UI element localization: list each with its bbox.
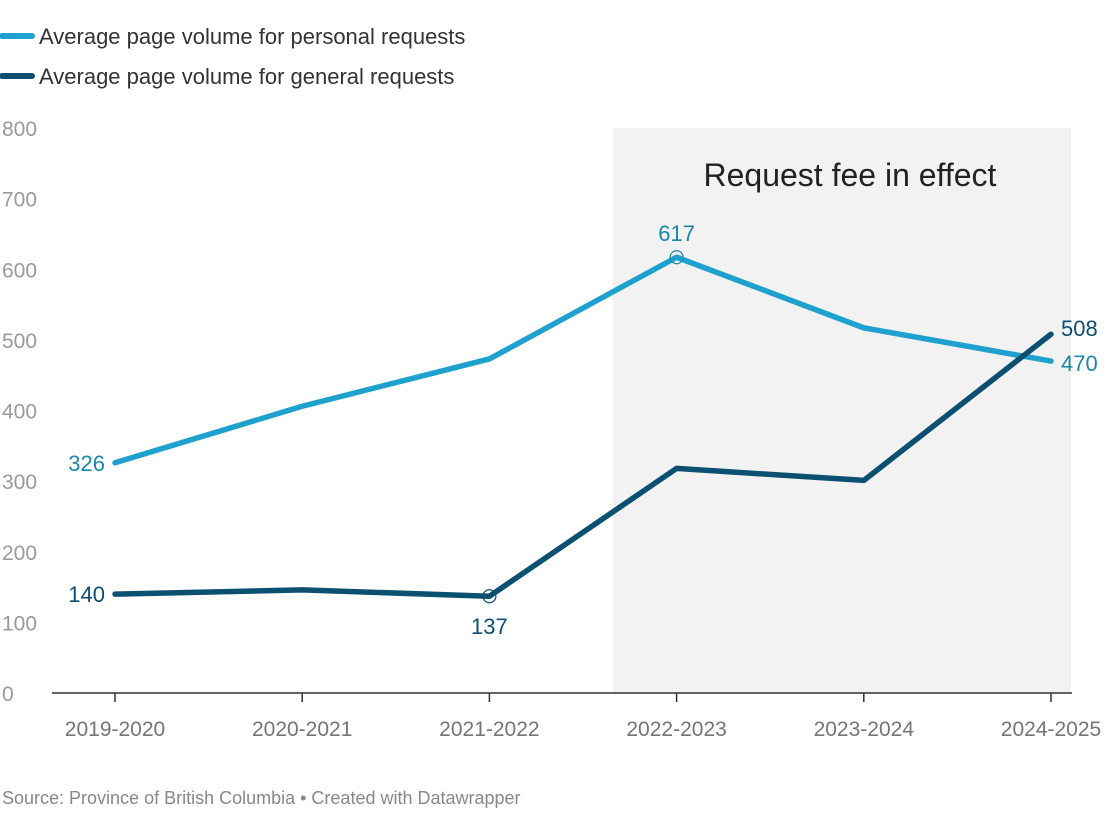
fee-period-label: Request fee in effect [704, 157, 997, 193]
fee-period-shading [612, 128, 1071, 693]
data-label: 326 [68, 451, 105, 476]
x-tick-label: 2021-2022 [439, 718, 539, 741]
data-label: 617 [658, 221, 695, 246]
x-tick-label: 2024-2025 [1001, 718, 1101, 741]
x-tick-label: 2020-2021 [252, 718, 352, 741]
y-tick-label: 100 [2, 612, 37, 635]
legend-label: Average page volume for general requests [39, 64, 454, 89]
data-label: 470 [1061, 351, 1098, 376]
y-tick-label: 400 [2, 401, 37, 424]
y-tick-label: 300 [2, 471, 37, 494]
series-lines [112, 254, 1054, 599]
y-tick-label: 500 [2, 330, 37, 353]
data-point-marker [669, 250, 684, 265]
y-tick-label: 600 [2, 259, 37, 282]
y-tick-label: 800 [2, 118, 37, 141]
y-tick-label: 700 [2, 189, 37, 212]
x-axis: 2019-2020 2020-2021 2021-2022 2022-2023 2023… [52, 692, 1101, 741]
y-tick-label: 0 [2, 683, 14, 706]
x-tick-label: 2023-2024 [814, 718, 915, 741]
legend: Average page volume for personal request… [0, 24, 465, 89]
source-note: Source: Province of British Columbia • C… [2, 788, 521, 808]
series-line-1 [112, 331, 1054, 599]
y-axis: 0 100 200 300 400 500 600 700 800 [2, 118, 37, 706]
y-tick-label: 200 [2, 542, 37, 565]
data-point-marker [482, 589, 497, 604]
data-label: 508 [1061, 316, 1098, 341]
series-line-0 [112, 254, 1054, 466]
data-label: 140 [68, 582, 105, 607]
x-tick-label: 2019-2020 [65, 718, 165, 741]
data-labels: 326 617 470 140 137 508 [68, 221, 1097, 639]
legend-label: Average page volume for personal request… [39, 24, 465, 49]
x-tick-label: 2022-2023 [626, 718, 726, 741]
data-label: 137 [471, 614, 508, 639]
